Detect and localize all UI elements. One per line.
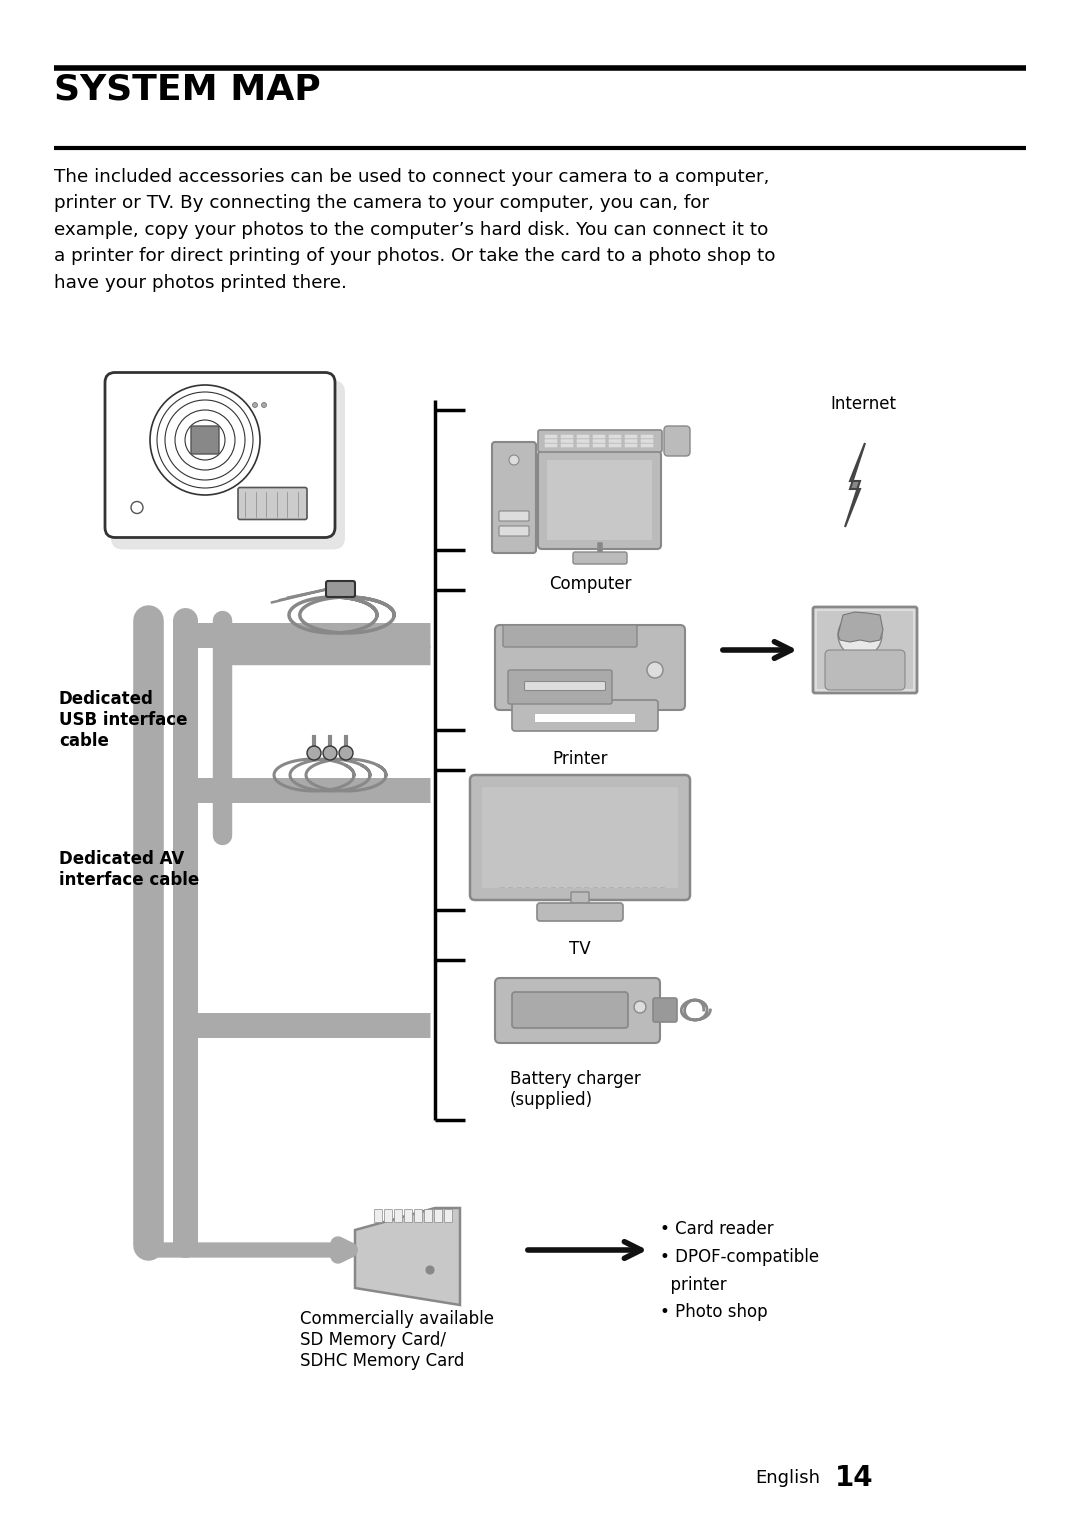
Circle shape: [185, 420, 225, 459]
FancyBboxPatch shape: [503, 625, 637, 646]
FancyBboxPatch shape: [561, 435, 573, 438]
Circle shape: [339, 745, 353, 760]
FancyBboxPatch shape: [624, 444, 637, 447]
FancyBboxPatch shape: [573, 552, 627, 564]
Text: Computer: Computer: [549, 575, 631, 593]
FancyBboxPatch shape: [624, 440, 637, 443]
FancyBboxPatch shape: [544, 444, 557, 447]
FancyBboxPatch shape: [535, 713, 635, 722]
FancyBboxPatch shape: [525, 681, 606, 691]
FancyBboxPatch shape: [512, 700, 658, 732]
Circle shape: [175, 411, 235, 470]
Text: Battery charger
(supplied): Battery charger (supplied): [510, 1069, 640, 1109]
Polygon shape: [838, 611, 883, 642]
FancyBboxPatch shape: [191, 426, 219, 453]
FancyBboxPatch shape: [508, 669, 612, 704]
FancyBboxPatch shape: [495, 625, 685, 710]
FancyBboxPatch shape: [593, 440, 605, 443]
FancyBboxPatch shape: [561, 444, 573, 447]
Circle shape: [426, 1265, 434, 1275]
Text: TV: TV: [569, 940, 591, 958]
FancyBboxPatch shape: [445, 1209, 453, 1223]
Text: The included accessories can be used to connect your camera to a computer,
print: The included accessories can be used to …: [54, 167, 775, 292]
FancyBboxPatch shape: [415, 1209, 422, 1223]
FancyBboxPatch shape: [512, 992, 627, 1028]
Polygon shape: [845, 443, 865, 526]
FancyBboxPatch shape: [624, 435, 637, 438]
Circle shape: [647, 662, 663, 678]
FancyBboxPatch shape: [405, 1209, 413, 1223]
Circle shape: [261, 403, 267, 408]
FancyBboxPatch shape: [538, 430, 662, 452]
FancyBboxPatch shape: [482, 786, 678, 888]
FancyBboxPatch shape: [609, 440, 621, 443]
Text: Internet: Internet: [831, 395, 896, 414]
Text: • Card reader
• DPOF-compatible
  printer
• Photo shop: • Card reader • DPOF-compatible printer …: [660, 1220, 819, 1322]
FancyBboxPatch shape: [394, 1209, 403, 1223]
FancyBboxPatch shape: [499, 511, 529, 522]
FancyBboxPatch shape: [593, 435, 605, 438]
FancyBboxPatch shape: [492, 443, 536, 554]
FancyBboxPatch shape: [544, 435, 557, 438]
FancyBboxPatch shape: [571, 891, 589, 910]
FancyBboxPatch shape: [640, 444, 653, 447]
Circle shape: [165, 400, 245, 481]
FancyBboxPatch shape: [538, 452, 661, 549]
FancyBboxPatch shape: [495, 978, 660, 1043]
FancyBboxPatch shape: [111, 380, 345, 549]
Text: SYSTEM MAP: SYSTEM MAP: [54, 73, 321, 106]
Circle shape: [253, 403, 257, 408]
FancyBboxPatch shape: [546, 459, 652, 540]
Text: Commercially available
SD Memory Card/
SDHC Memory Card: Commercially available SD Memory Card/ S…: [300, 1310, 494, 1369]
Text: Dedicated
USB interface
cable: Dedicated USB interface cable: [59, 691, 188, 750]
FancyBboxPatch shape: [813, 607, 917, 694]
FancyBboxPatch shape: [816, 611, 913, 689]
FancyBboxPatch shape: [105, 373, 335, 537]
FancyBboxPatch shape: [609, 444, 621, 447]
FancyBboxPatch shape: [577, 435, 590, 438]
Text: English: English: [755, 1469, 820, 1488]
Text: 14: 14: [835, 1465, 874, 1492]
Text: Dedicated AV
interface cable: Dedicated AV interface cable: [59, 850, 199, 888]
FancyBboxPatch shape: [499, 526, 529, 535]
FancyBboxPatch shape: [561, 440, 573, 443]
FancyBboxPatch shape: [609, 435, 621, 438]
FancyBboxPatch shape: [593, 444, 605, 447]
Circle shape: [157, 392, 253, 488]
FancyBboxPatch shape: [470, 776, 690, 900]
Circle shape: [838, 613, 882, 657]
FancyBboxPatch shape: [384, 1209, 392, 1223]
Text: Printer: Printer: [552, 750, 608, 768]
FancyBboxPatch shape: [326, 581, 355, 598]
FancyBboxPatch shape: [577, 444, 590, 447]
Circle shape: [131, 502, 143, 514]
FancyBboxPatch shape: [640, 440, 653, 443]
Circle shape: [150, 385, 260, 494]
Circle shape: [307, 745, 321, 760]
FancyBboxPatch shape: [434, 1209, 443, 1223]
FancyBboxPatch shape: [424, 1209, 432, 1223]
FancyBboxPatch shape: [537, 903, 623, 922]
FancyBboxPatch shape: [825, 649, 905, 691]
FancyBboxPatch shape: [664, 426, 690, 456]
Circle shape: [634, 1001, 646, 1013]
FancyBboxPatch shape: [544, 440, 557, 443]
Circle shape: [195, 430, 215, 450]
Circle shape: [509, 455, 519, 465]
Polygon shape: [355, 1208, 460, 1305]
Circle shape: [323, 745, 337, 760]
FancyBboxPatch shape: [238, 488, 307, 520]
FancyBboxPatch shape: [375, 1209, 382, 1223]
FancyBboxPatch shape: [640, 435, 653, 438]
FancyBboxPatch shape: [653, 998, 677, 1022]
FancyBboxPatch shape: [577, 440, 590, 443]
